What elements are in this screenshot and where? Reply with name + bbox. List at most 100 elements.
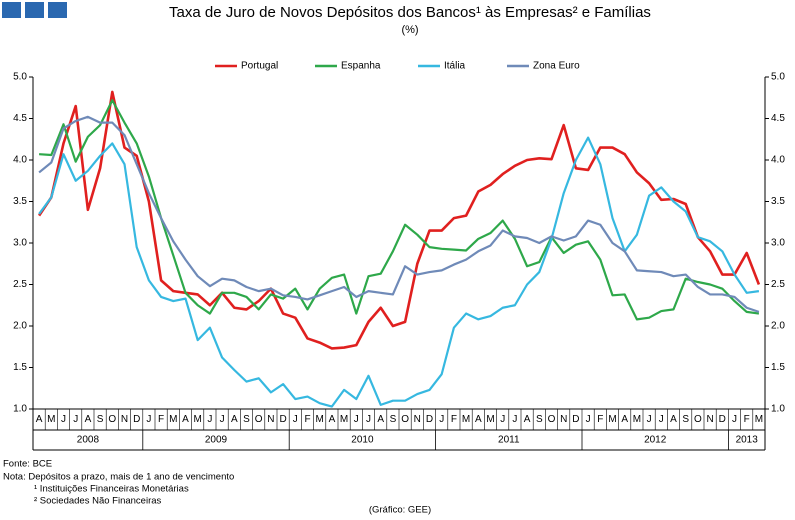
x-tick-label: D xyxy=(279,414,286,425)
x-tick-label: F xyxy=(451,414,457,425)
logo-square xyxy=(48,2,67,18)
year-label: 2008 xyxy=(77,435,100,446)
x-tick-label: M xyxy=(316,414,324,425)
x-tick-label: M xyxy=(47,414,55,425)
x-tick-label: O xyxy=(108,414,116,425)
x-tick-label: O xyxy=(694,414,702,425)
logo-square xyxy=(25,2,44,18)
x-tick-label: S xyxy=(97,414,104,425)
x-tick-label: J xyxy=(146,414,151,425)
y-tick-label: 2.0 xyxy=(13,321,27,332)
y-tick-label: 1.5 xyxy=(13,362,27,373)
x-tick-label: J xyxy=(647,414,652,425)
x-tick-label: A xyxy=(182,414,189,425)
x-tick-label: D xyxy=(426,414,433,425)
y-tick-label: 3.0 xyxy=(13,238,27,249)
x-tick-label: J xyxy=(220,414,225,425)
x-tick-label: D xyxy=(719,414,726,425)
x-tick-label: N xyxy=(414,414,421,425)
y-tick-label: 5.0 xyxy=(13,72,27,83)
y-tick-label: 4.0 xyxy=(13,155,27,166)
x-tick-label: A xyxy=(231,414,238,425)
year-label: 2009 xyxy=(205,435,228,446)
x-tick-label: J xyxy=(732,414,737,425)
x-tick-label: M xyxy=(755,414,763,425)
x-tick-label: A xyxy=(475,414,482,425)
x-tick-label: J xyxy=(439,414,444,425)
y2-tick-label: 1.5 xyxy=(771,362,785,373)
x-tick-label: M xyxy=(340,414,348,425)
y2-tick-label: 2.0 xyxy=(771,321,785,332)
x-tick-label: J xyxy=(586,414,591,425)
y-tick-label: 2.5 xyxy=(13,279,27,290)
x-tick-label: M xyxy=(486,414,494,425)
x-tick-label: J xyxy=(293,414,298,425)
chart-subtitle: (%) xyxy=(401,24,418,36)
y-tick-label: 4.5 xyxy=(13,113,27,124)
x-tick-label: N xyxy=(267,414,274,425)
x-tick-label: J xyxy=(659,414,664,425)
x-tick-label: M xyxy=(169,414,177,425)
x-tick-label: O xyxy=(401,414,409,425)
y-tick-label: 1.0 xyxy=(13,404,27,415)
x-tick-label: J xyxy=(366,414,371,425)
x-tick-label: F xyxy=(597,414,603,425)
x-tick-label: A xyxy=(670,414,677,425)
series-line xyxy=(38,115,760,313)
chart-title: Taxa de Juro de Novos Depósitos dos Banc… xyxy=(169,4,651,21)
note: ² Sociedades Não Financeiras xyxy=(34,496,162,507)
legend-label: Portugal xyxy=(241,61,278,72)
x-tick-label: J xyxy=(73,414,78,425)
x-tick-label: D xyxy=(572,414,579,425)
series-line xyxy=(39,99,760,321)
x-tick-label: A xyxy=(524,414,531,425)
legend-label: Espanha xyxy=(341,61,381,72)
x-tick-label: O xyxy=(548,414,556,425)
year-label: 2010 xyxy=(351,435,374,446)
x-tick-label: O xyxy=(255,414,263,425)
x-tick-label: S xyxy=(536,414,543,425)
y2-tick-label: 5.0 xyxy=(771,72,785,83)
x-tick-label: M xyxy=(194,414,202,425)
x-tick-label: J xyxy=(61,414,66,425)
x-tick-label: F xyxy=(744,414,750,425)
x-tick-label: A xyxy=(36,414,43,425)
x-tick-label: M xyxy=(608,414,616,425)
y2-tick-label: 3.0 xyxy=(771,238,785,249)
note: Fonte: BCE xyxy=(3,459,52,470)
note: ¹ Instituições Financeiras Monetárias xyxy=(34,484,189,495)
year-label: 2013 xyxy=(736,435,759,446)
logo-square xyxy=(2,2,21,18)
y2-tick-label: 2.5 xyxy=(771,279,785,290)
y2-tick-label: 3.5 xyxy=(771,196,785,207)
y2-tick-label: 4.5 xyxy=(771,113,785,124)
y2-tick-label: 1.0 xyxy=(771,404,785,415)
year-label: 2012 xyxy=(644,435,667,446)
x-tick-label: M xyxy=(462,414,470,425)
series-line xyxy=(38,90,761,350)
x-tick-label: J xyxy=(207,414,212,425)
year-label: 2011 xyxy=(498,435,520,446)
x-tick-label: M xyxy=(633,414,641,425)
y2-tick-label: 4.0 xyxy=(771,155,785,166)
x-tick-label: N xyxy=(706,414,713,425)
x-tick-label: S xyxy=(243,414,250,425)
x-tick-label: S xyxy=(390,414,397,425)
x-tick-label: A xyxy=(329,414,336,425)
x-tick-label: J xyxy=(500,414,505,425)
x-tick-label: F xyxy=(304,414,310,425)
note: Nota: Depósitos a prazo, mais de 1 ano d… xyxy=(3,472,234,483)
x-tick-label: A xyxy=(377,414,384,425)
x-tick-label: F xyxy=(158,414,164,425)
x-tick-label: J xyxy=(512,414,517,425)
x-tick-label: J xyxy=(354,414,359,425)
legend-label: Zona Euro xyxy=(533,61,580,72)
x-tick-label: A xyxy=(621,414,628,425)
credit: (Gráfico: GEE) xyxy=(369,505,431,516)
x-tick-label: N xyxy=(121,414,128,425)
legend-label: Itália xyxy=(444,61,466,72)
x-tick-label: A xyxy=(85,414,92,425)
x-tick-label: N xyxy=(560,414,567,425)
x-tick-label: S xyxy=(682,414,689,425)
